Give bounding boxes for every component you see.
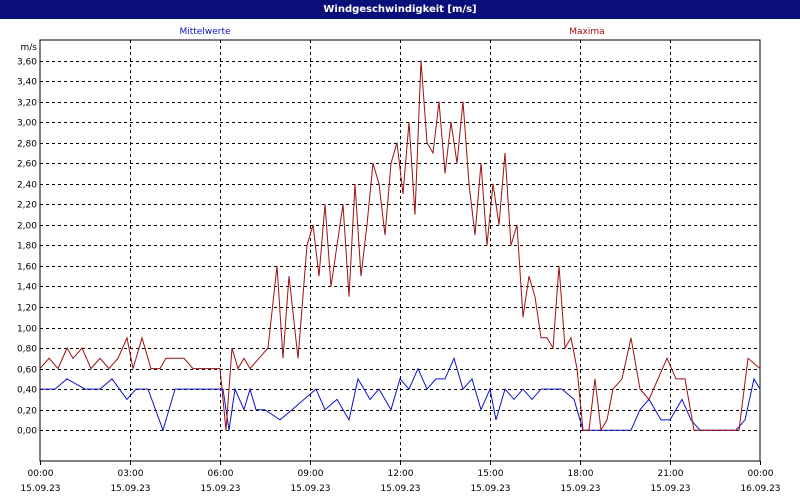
- series-line-maxima: [39, 60, 761, 432]
- legend-maxima: Maxima: [569, 27, 604, 37]
- x-tick-date-label: 15.09.23: [470, 484, 510, 494]
- x-tick-date-label: 15.09.23: [20, 484, 60, 494]
- x-tick-time-label: 00:00: [28, 469, 54, 479]
- x-tick-time-label: 18:00: [568, 469, 594, 479]
- x-tick-time-label: 12:00: [388, 469, 414, 479]
- x-tick-date-label: 15.09.23: [110, 484, 150, 494]
- y-tick-label: 1,20: [17, 304, 37, 314]
- x-tick-time-label: 21:00: [658, 469, 684, 479]
- wind-speed-chart: 0,00 0,20 0,40 0,60 0,80 1,00 1,20 1,40 1,60 1,80…: [17, 27, 781, 494]
- y-tick-label: 2,20: [17, 201, 37, 211]
- y-tick-label: 0,40: [17, 386, 37, 396]
- y-tick-label: 1,00: [17, 325, 37, 335]
- y-tick-label: 1,40: [17, 283, 37, 293]
- y-tick-label: 0,00: [17, 427, 37, 437]
- y-tick-label: 2,60: [17, 160, 37, 170]
- x-tick-date-label: 15.09.23: [650, 484, 690, 494]
- y-tick-label: 1,60: [17, 263, 37, 273]
- y-tick-label: 0,20: [17, 407, 37, 417]
- series-line-mittelwerte: [40, 356, 761, 432]
- y-axis-unit-label: m/s: [21, 43, 38, 53]
- y-tick-label: 0,80: [17, 345, 37, 355]
- x-tick-date-label: 15.09.23: [560, 484, 600, 494]
- y-tick-label: 0,60: [17, 366, 37, 376]
- y-tick-label: 1,80: [17, 242, 37, 252]
- y-tick-label: 3,40: [17, 78, 37, 88]
- x-tick-date-label: 15.09.23: [290, 484, 330, 494]
- y-tick-label: 2,00: [17, 222, 37, 232]
- y-tick-label: 2,40: [17, 181, 37, 191]
- y-tick-label: 2,80: [17, 140, 37, 150]
- x-tick-date-label: 15.09.23: [200, 484, 240, 494]
- x-tick-time-label: 00:00: [748, 469, 774, 479]
- legend-mittelwerte: Mittelwerte: [179, 27, 230, 37]
- y-tick-label: 3,00: [17, 119, 37, 129]
- y-tick-label: 3,20: [17, 99, 37, 109]
- chart-title: Windgeschwindigkeit [m/s]: [0, 0, 800, 19]
- x-tick-time-label: 09:00: [298, 469, 324, 479]
- x-tick-time-label: 15:00: [478, 469, 504, 479]
- x-tick-time-label: 03:00: [118, 469, 144, 479]
- y-tick-label: 3,60: [17, 58, 37, 68]
- x-tick-date-label: 16.09.23: [740, 484, 780, 494]
- x-tick-time-label: 06:00: [208, 469, 234, 479]
- x-tick-date-label: 15.09.23: [380, 484, 420, 494]
